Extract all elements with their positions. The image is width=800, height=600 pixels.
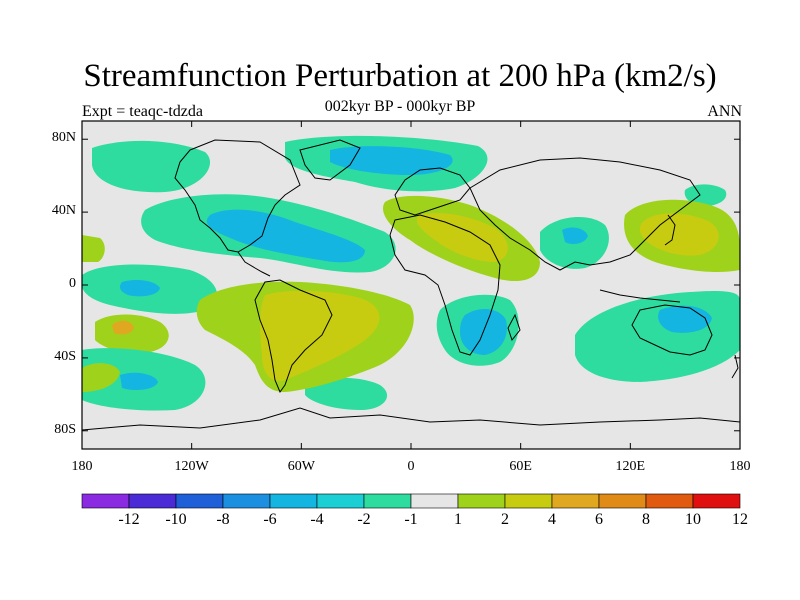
lon-label: 120W (174, 459, 209, 474)
colorbar-label: -10 (165, 511, 187, 528)
contour-north-america-core (206, 209, 365, 263)
axis-ticks (81, 121, 741, 449)
colorbar-swatch (81, 493, 130, 509)
colorbar-swatch (269, 493, 318, 509)
lon-label: 60W (287, 459, 315, 474)
colorbar-label: -2 (357, 511, 371, 528)
lat-label: 80S (54, 421, 76, 437)
coastline-greenland (299, 139, 361, 181)
colorbar-label: -8 (216, 511, 230, 528)
colorbar-swatch (175, 493, 224, 509)
contour-east-pacific-core (120, 280, 160, 297)
colorbar-label: 4 (548, 511, 556, 528)
colorbar-swatch (504, 493, 553, 509)
contour-arctic-core (330, 146, 453, 175)
colorbar-swatch (222, 493, 271, 509)
colorbar-swatch (692, 493, 741, 509)
colorbar-swatch (410, 493, 459, 509)
lon-label: 120E (615, 459, 646, 474)
colorbar-label: 6 (595, 511, 603, 528)
contour-south-pacific-core (112, 320, 134, 335)
coastline-antarctica (82, 407, 740, 431)
lat-label: 40S (54, 348, 76, 364)
contour-north-pacific (92, 140, 211, 193)
colorbar-swatch (316, 493, 365, 509)
coastline-new-zealand (731, 354, 739, 379)
coastline-australia (631, 304, 713, 356)
lat-label: 40N (51, 203, 76, 219)
contour-north-east-pacific (684, 184, 727, 206)
contour-dateline-west (82, 235, 105, 262)
colorbar-swatch (128, 493, 177, 509)
colorbar-swatch (645, 493, 694, 509)
coastline-asia (469, 157, 701, 271)
colorbar-label: 10 (685, 511, 701, 528)
lat-label: 0 (69, 276, 76, 291)
coastlines (82, 139, 740, 431)
colorbar-label: 2 (501, 511, 509, 528)
contour-south-atlantic (305, 377, 388, 410)
season-label: ANN (707, 103, 742, 120)
coastline-indonesia (599, 289, 681, 303)
colorbar-swatch (598, 493, 647, 509)
contour-south-dateline (82, 363, 120, 392)
coastline-japan (664, 214, 676, 246)
lat-label: 80N (51, 130, 76, 146)
chart-title: Streamfunction Perturbation at 200 hPa (… (83, 58, 717, 94)
coastline-south-america (254, 279, 333, 394)
contour-south-west-pacific-core (120, 372, 158, 390)
colorbar-label: -1 (404, 511, 418, 528)
lon-label: 180 (729, 459, 751, 474)
colorbar-label: 12 (732, 511, 748, 528)
map-plot-area (82, 121, 740, 449)
coastline-madagascar (507, 313, 521, 342)
contour-middle-east-core (416, 213, 508, 262)
coastline-north-america (174, 139, 301, 253)
experiment-label: Expt = teaqc-tdzda (82, 103, 203, 120)
colorbar-label: 8 (642, 511, 650, 528)
lon-label: 180 (71, 459, 93, 474)
colorbar-swatch (551, 493, 600, 509)
colorbar-label: -6 (263, 511, 277, 528)
lon-label: 0 (407, 459, 415, 474)
contour-asia-core (562, 227, 588, 244)
colorbar-swatch (457, 493, 506, 509)
time-period-label: 002kyr BP - 000kyr BP (324, 98, 476, 115)
contour-south-america-core (260, 290, 380, 382)
colorbar-swatch (363, 493, 412, 509)
coastline-africa (389, 214, 501, 356)
coastline-europe (394, 167, 471, 216)
contour-australia-core (658, 305, 712, 333)
lon-label: 60E (509, 459, 532, 474)
colorbar-label: 1 (454, 511, 462, 528)
colorbar-label: -12 (118, 511, 140, 528)
coastline-central-america (237, 251, 271, 277)
contour-west-pacific-core (639, 213, 719, 256)
colorbar (81, 493, 741, 509)
colorbar-label: -4 (310, 511, 324, 528)
